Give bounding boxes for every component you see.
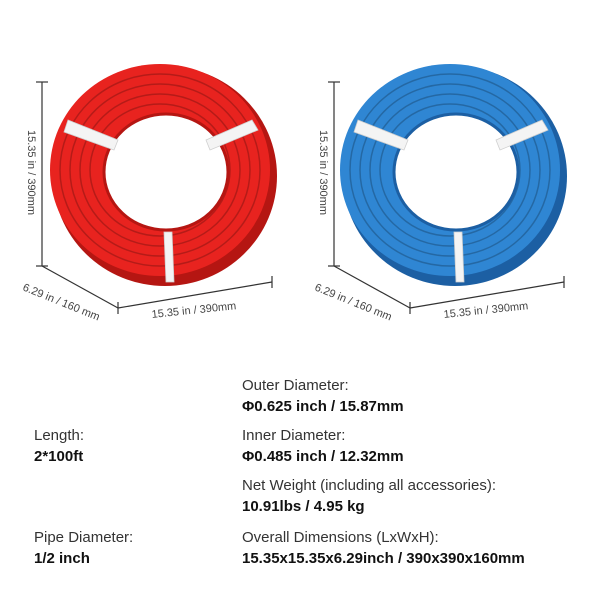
blue-width-label: 15.35 in / 390mm [443, 300, 529, 321]
red-coil-body [50, 64, 277, 286]
spec-net-weight-label: Net Weight (including all accessories): [242, 477, 496, 494]
spec-overall-dimensions-label: Overall Dimensions (LxWxH): [242, 529, 439, 546]
red-pipe-coil: 15.35 in / 390mm 6.29 in / 160 mm 15.35 … [21, 64, 277, 323]
spec-net-weight: Net Weight (including all accessories): … [242, 478, 496, 514]
spec-net-weight-value: 10.91lbs / 4.95 kg [242, 498, 365, 515]
spec-overall-dimensions-value: 15.35x15.35x6.29inch / 390x390x160mm [242, 550, 525, 567]
red-coil-dimension-lines [36, 81, 273, 314]
red-height-label: 15.35 in / 390mm [25, 130, 37, 215]
blue-height-label: 15.35 in / 390mm [317, 130, 329, 215]
spec-pipe-diameter-label: Pipe Diameter: [34, 529, 134, 546]
red-width-label: 15.35 in / 390mm [151, 300, 237, 321]
spec-inner-diameter-label: Inner Diameter: [242, 427, 346, 444]
spec-length: Length: 2*100ft [34, 428, 84, 464]
red-depth-label: 6.29 in / 160 mm [21, 282, 101, 324]
spec-outer-diameter-label: Outer Diameter: [242, 377, 349, 394]
spec-outer-diameter-value: Φ0.625 inch / 15.87mm [242, 398, 404, 415]
product-illustration: 15.35 in / 390mm 6.29 in / 160 mm 15.35 … [21, 64, 567, 323]
spec-length-value: 2*100ft [34, 448, 84, 465]
spec-overall-dimensions: Overall Dimensions (LxWxH): 15.35x15.35x… [242, 530, 525, 566]
spec-length-label: Length: [34, 427, 85, 444]
spec-pipe-diameter: Pipe Diameter: 1/2 inch [34, 530, 133, 566]
blue-coil-dimension-lines [328, 81, 565, 314]
spec-outer-diameter: Outer Diameter: Φ0.625 inch / 15.87mm [242, 378, 404, 414]
spec-inner-diameter: Inner Diameter: Φ0.485 inch / 12.32mm [242, 428, 404, 464]
spec-pipe-diameter-value: 1/2 inch [34, 550, 90, 567]
blue-pipe-coil: 15.35 in / 390mm 6.29 in / 160 mm 15.35 … [313, 64, 567, 323]
blue-coil-body [340, 64, 567, 286]
spec-inner-diameter-value: Φ0.485 inch / 12.32mm [242, 448, 404, 465]
blue-depth-label: 6.29 in / 160 mm [313, 282, 393, 324]
